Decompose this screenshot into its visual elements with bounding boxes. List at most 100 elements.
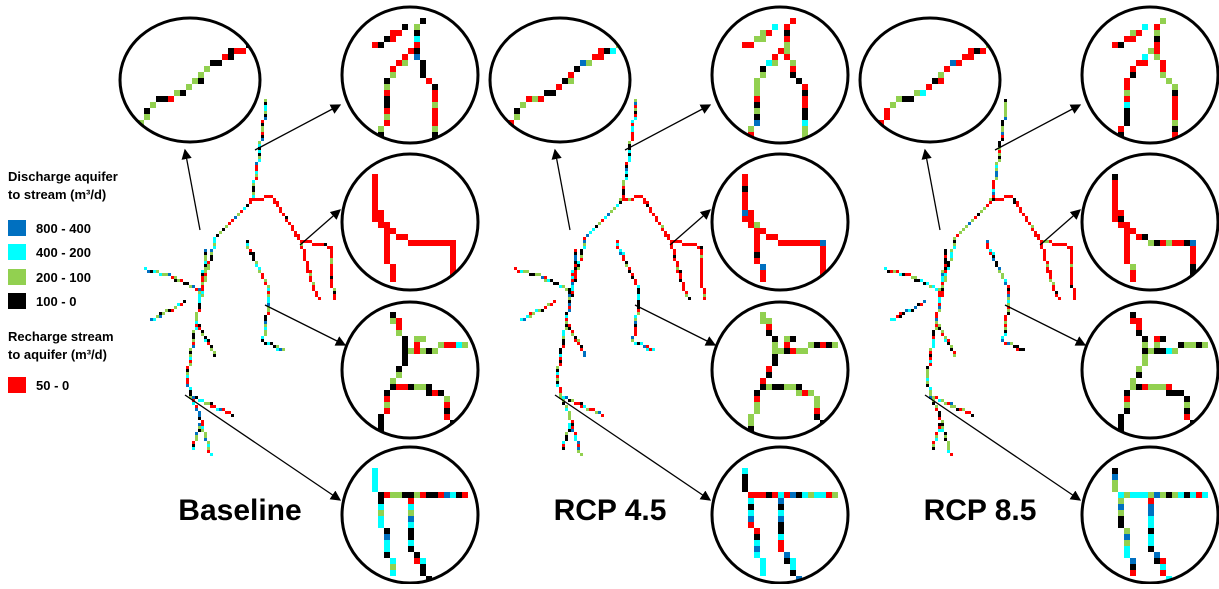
stream-pixel [673, 249, 676, 252]
stream-pixel [198, 324, 201, 327]
zoom-pixel [438, 492, 444, 498]
zoom-pixel [1142, 348, 1148, 354]
zoom-pixel [384, 492, 390, 498]
stream-pixel [225, 225, 228, 228]
stream-pixel [231, 219, 234, 222]
stream-pixel [995, 174, 998, 177]
stream-pixel [535, 309, 538, 312]
stream-pixel [637, 297, 640, 300]
stream-pixel [1070, 276, 1073, 279]
stream-pixel [634, 195, 637, 198]
stream-pixel [1046, 240, 1049, 243]
stream-pixel [252, 195, 255, 198]
stream-pixel [204, 279, 207, 282]
stream-pixel [938, 411, 941, 414]
stream-pixel [249, 249, 252, 252]
stream-pixel [571, 273, 574, 276]
zoom-pixel [1130, 564, 1136, 570]
zoom-pixel [390, 72, 396, 78]
stream-pixel [538, 309, 541, 312]
stream-pixel [634, 324, 637, 327]
zoom-pixel [1136, 330, 1142, 336]
stream-pixel [568, 429, 571, 432]
stream-pixel [264, 195, 267, 198]
zoom-pixel [790, 564, 796, 570]
zoom-pixel [772, 336, 778, 342]
stream-pixel [1007, 309, 1010, 312]
zoom-pixel [1172, 126, 1178, 132]
zoom-pixel [980, 48, 986, 54]
stream-pixel [192, 444, 195, 447]
zoom-pixel [796, 78, 802, 84]
stream-pixel [580, 255, 583, 258]
zoom-pixel [778, 348, 784, 354]
zoom-pixel [820, 492, 826, 498]
zoom-pixel [384, 108, 390, 114]
zoom-pixel [444, 408, 450, 414]
zoom-pixel [456, 342, 462, 348]
zoom-pixel [1172, 348, 1178, 354]
zoom-pixel [450, 282, 456, 288]
zoom-pixel [760, 276, 766, 282]
stream-pixel [571, 399, 574, 402]
zoom-pixel [1118, 42, 1124, 48]
stream-pixel [667, 237, 670, 240]
stream-pixel [222, 228, 225, 231]
stream-pixel [255, 165, 258, 168]
zoom-pixel [742, 192, 748, 198]
stream-pixel [580, 405, 583, 408]
zoom-circle [1082, 302, 1218, 438]
stream-pixel [204, 252, 207, 255]
stream-pixel [195, 321, 198, 324]
zoom-pixel [1112, 468, 1118, 474]
stream-pixel [1031, 228, 1034, 231]
stream-pixel [189, 348, 192, 351]
zoom-pixel [778, 504, 784, 510]
zoom-pixel [1160, 240, 1166, 246]
zoom-pixel [802, 390, 808, 396]
zoom-pixel [372, 192, 378, 198]
stream-pixel [953, 240, 956, 243]
stream-pixel [198, 306, 201, 309]
zoom-pixel [1178, 492, 1184, 498]
stream-pixel [201, 294, 204, 297]
stream-pixel [234, 216, 237, 219]
zoom-pixel [432, 348, 438, 354]
stream-pixel [932, 285, 935, 288]
stream-pixel [965, 411, 968, 414]
stream-pixel [953, 237, 956, 240]
stream-pixel [159, 273, 162, 276]
zoom-pixel [802, 240, 808, 246]
zoom-pixel [598, 48, 604, 54]
stream-pixel [562, 342, 565, 345]
zoom-pixel [372, 468, 378, 474]
zoom-pixel [1148, 516, 1154, 522]
zoom-pixel [742, 186, 748, 192]
zoom-pixel [192, 78, 198, 84]
stream-pixel [285, 216, 288, 219]
stream-pixel [264, 333, 267, 336]
stream-pixel [186, 384, 189, 387]
arrow [995, 105, 1080, 150]
zoom-pixel [450, 246, 456, 252]
stream-pixel [162, 273, 165, 276]
stream-pixel [201, 285, 204, 288]
stream-pixel [953, 243, 956, 246]
stream-pixel [574, 267, 577, 270]
zoom-pixel [938, 72, 944, 78]
stream-pixel [571, 429, 574, 432]
stream-pixel [580, 249, 583, 252]
stream-pixel [261, 138, 264, 141]
stream-pixel [216, 234, 219, 237]
zoom-pixel [748, 516, 754, 522]
stream-pixel [204, 261, 207, 264]
zoom-pixel [408, 48, 414, 54]
legend-title: Recharge stream [8, 329, 114, 344]
zoom-pixel [456, 492, 462, 498]
stream-pixel [571, 333, 574, 336]
legend-swatch [8, 293, 26, 309]
stream-pixel [1016, 348, 1019, 351]
zoom-pixel [1160, 492, 1166, 498]
stream-pixel [634, 315, 637, 318]
stream-pixel [255, 171, 258, 174]
